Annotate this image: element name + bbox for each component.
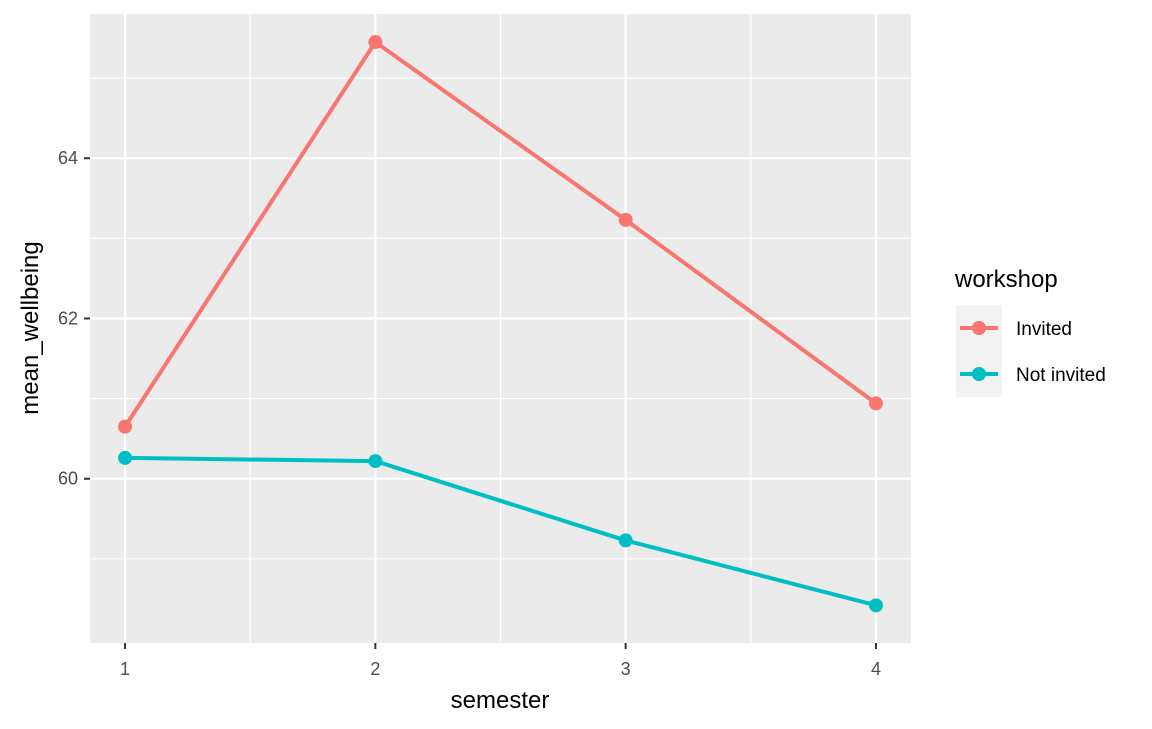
x-axis: 1 2 3 4 [120,643,881,679]
legend: workshop Invited Not invited [954,266,1106,397]
data-point [118,419,133,434]
x-tick-label: 1 [120,659,130,679]
x-tick-label: 3 [621,659,631,679]
data-point [368,35,383,50]
y-axis: 60 62 64 [58,148,90,489]
data-point [368,454,383,469]
series-line [123,40,878,428]
legend-label: Invited [1016,319,1072,340]
y-tick-label: 64 [58,148,78,168]
data-point [618,533,633,548]
data-point [618,212,633,227]
legend-key-point [972,321,986,335]
legend-key-point [972,367,986,381]
legend-title: workshop [954,266,1058,293]
y-tick-label: 60 [58,469,78,489]
data-point [118,450,133,465]
y-axis-title: mean_wellbeing [17,241,44,414]
series-layer [118,35,883,613]
series-line [125,455,877,608]
legend-label: Not invited [1016,365,1106,386]
x-tick-label: 2 [370,659,380,679]
x-tick-label: 4 [871,659,881,679]
minor-gridlines [90,14,911,643]
x-axis-title: semester [451,687,550,714]
data-point [868,598,883,613]
data-point [868,396,883,411]
y-tick-label: 62 [58,308,78,328]
